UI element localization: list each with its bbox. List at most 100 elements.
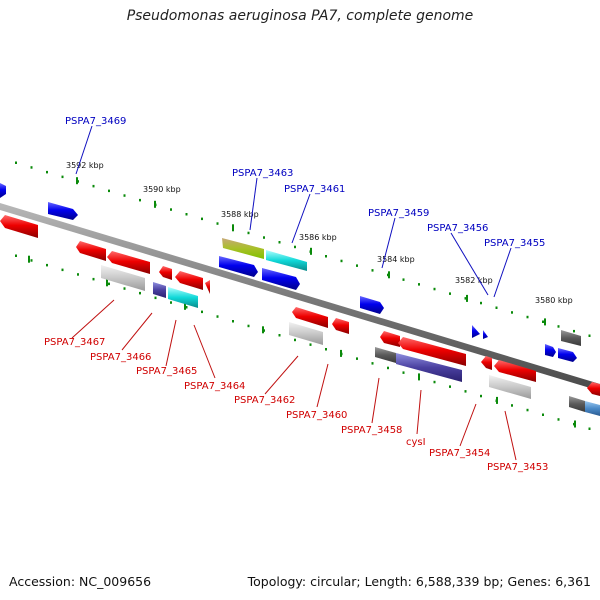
gene-reverse[interactable] bbox=[380, 331, 400, 347]
gene-reverse[interactable] bbox=[585, 401, 600, 416]
gene-label[interactable]: PSPA7_3466 bbox=[90, 352, 151, 363]
scale-major-tick bbox=[28, 255, 30, 263]
map-title: Pseudomonas aeruginosa PA7, complete gen… bbox=[126, 8, 474, 24]
scale-major-tick bbox=[418, 373, 420, 381]
gene-reverse[interactable] bbox=[0, 215, 38, 238]
gene-label[interactable]: PSPA7_3458 bbox=[341, 425, 402, 436]
scale-major-tick bbox=[574, 420, 576, 428]
gene-forward[interactable] bbox=[561, 330, 581, 346]
gene-reverse[interactable] bbox=[489, 375, 531, 399]
scale-tick bbox=[371, 269, 374, 272]
gene-reverse[interactable] bbox=[332, 318, 349, 334]
gene-reverse[interactable] bbox=[398, 337, 466, 366]
gene-reverse[interactable] bbox=[587, 382, 600, 396]
scale-tick bbox=[92, 184, 95, 188]
scale-tick bbox=[480, 301, 482, 305]
gene-forward[interactable] bbox=[48, 202, 78, 220]
gene-reverse[interactable] bbox=[107, 251, 150, 274]
gene-reverse[interactable] bbox=[168, 287, 198, 308]
forward-gene-labels: PSPA7_3469 PSPA7_3463 PSPA7_3461 PSPA7_3… bbox=[65, 116, 545, 249]
scale-tick bbox=[123, 287, 126, 290]
gene-reverse[interactable] bbox=[375, 347, 396, 363]
scale-tick bbox=[247, 324, 250, 328]
scale-label: 3584 kbp bbox=[377, 255, 415, 264]
scale-tick bbox=[139, 291, 141, 295]
gene-reverse[interactable] bbox=[101, 265, 145, 291]
scale-tick bbox=[433, 380, 436, 384]
scale-tick bbox=[216, 222, 219, 225]
gene-forward[interactable] bbox=[472, 325, 480, 338]
scale-tick bbox=[92, 277, 95, 281]
scale-tick bbox=[511, 404, 513, 407]
scale-tick bbox=[294, 245, 296, 249]
gene-reverse[interactable] bbox=[289, 322, 323, 345]
gene-forward[interactable] bbox=[545, 344, 556, 357]
gene-reverse[interactable] bbox=[292, 307, 328, 328]
scale-tick bbox=[557, 418, 560, 421]
accession-text: Accession: NC_009656 bbox=[9, 574, 152, 589]
scale-tick bbox=[542, 413, 544, 416]
gene-forward[interactable] bbox=[222, 238, 264, 259]
scale-tick bbox=[30, 259, 33, 262]
scale-tick bbox=[216, 315, 219, 318]
gene-reverse[interactable] bbox=[153, 282, 166, 298]
gene-forward[interactable] bbox=[558, 348, 577, 362]
gene-forward[interactable] bbox=[0, 183, 6, 198]
scale-tick bbox=[495, 306, 498, 309]
gene-forward[interactable] bbox=[360, 296, 384, 314]
scale-tick bbox=[573, 329, 575, 333]
gene-label[interactable]: PSPA7_3465 bbox=[136, 366, 197, 377]
gene-reverse[interactable] bbox=[159, 266, 172, 280]
gene-label[interactable]: PSPA7_3459 bbox=[368, 208, 429, 219]
reverse-genes bbox=[0, 215, 600, 416]
gene-reverse[interactable] bbox=[175, 271, 203, 290]
scale-major-tick bbox=[310, 247, 312, 255]
gene-label[interactable]: PSPA7_3454 bbox=[429, 448, 490, 459]
gene-label[interactable]: cysI bbox=[406, 437, 426, 448]
gene-reverse[interactable] bbox=[569, 396, 585, 412]
scale-tick bbox=[356, 357, 358, 360]
scale-major-tick bbox=[466, 294, 468, 302]
scale-tick bbox=[480, 394, 482, 398]
scale-tick bbox=[247, 231, 250, 235]
scale-tick bbox=[46, 170, 48, 174]
gene-label[interactable]: PSPA7_3453 bbox=[487, 462, 548, 473]
scale-tick bbox=[30, 166, 33, 169]
scale-label: 3582 kbp bbox=[455, 276, 493, 285]
scale-tick bbox=[356, 264, 358, 267]
gene-reverse[interactable] bbox=[76, 241, 106, 261]
scale-tick bbox=[278, 334, 281, 337]
gene-reverse[interactable] bbox=[481, 356, 492, 370]
scale-tick bbox=[449, 292, 451, 295]
scale-tick bbox=[139, 198, 141, 202]
scale-tick bbox=[325, 255, 327, 258]
reverse-gene-labels: PSPA7_3467 PSPA7_3466 PSPA7_3465 PSPA7_3… bbox=[44, 337, 548, 473]
gene-forward[interactable] bbox=[262, 268, 300, 290]
gene-label[interactable]: PSPA7_3469 bbox=[65, 116, 126, 127]
scale-tick bbox=[418, 283, 420, 286]
gene-label[interactable]: PSPA7_3455 bbox=[484, 238, 545, 249]
scale-major-tick bbox=[544, 318, 546, 326]
scale-tick bbox=[402, 278, 405, 281]
gene-label[interactable]: PSPA7_3467 bbox=[44, 337, 105, 348]
gene-forward[interactable] bbox=[266, 250, 307, 271]
gene-label[interactable]: PSPA7_3456 bbox=[427, 223, 488, 234]
gene-label[interactable]: PSPA7_3462 bbox=[234, 395, 295, 406]
scale-major-tick bbox=[232, 224, 234, 232]
scale-tick bbox=[542, 320, 544, 323]
scale-ticks bbox=[15, 161, 591, 430]
gene-reverse[interactable] bbox=[396, 353, 462, 382]
scale-tick bbox=[526, 315, 529, 319]
gene-label[interactable]: PSPA7_3463 bbox=[232, 168, 293, 179]
scale-major-tick bbox=[340, 349, 342, 357]
gene-label[interactable]: PSPA7_3464 bbox=[184, 381, 245, 392]
gene-label[interactable]: PSPA7_3461 bbox=[284, 184, 345, 195]
scale-major-tick bbox=[106, 279, 108, 287]
gene-reverse[interactable] bbox=[494, 360, 536, 382]
scale-label: 3580 kbp bbox=[535, 296, 573, 305]
gene-label[interactable]: PSPA7_3460 bbox=[286, 410, 347, 421]
scale-tick bbox=[123, 194, 126, 197]
gene-forward[interactable] bbox=[219, 256, 258, 277]
gene-reverse[interactable] bbox=[205, 280, 210, 294]
gene-forward[interactable] bbox=[483, 330, 488, 339]
